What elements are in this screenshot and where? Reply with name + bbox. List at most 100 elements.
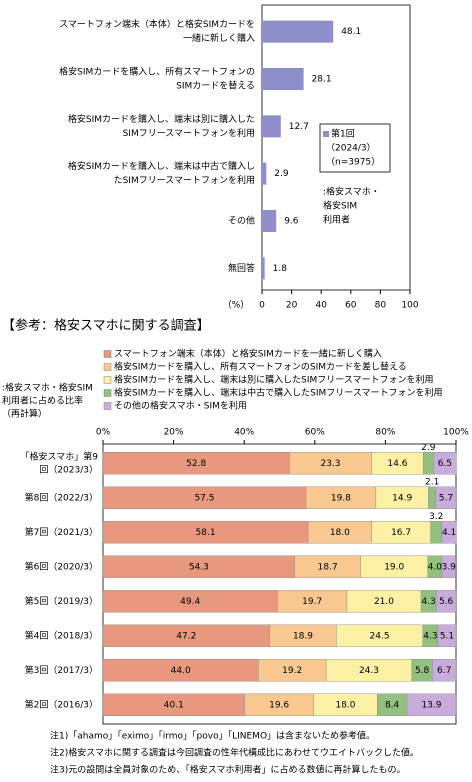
y-tick-label: 格安SIMカードを購入し、所有スマートフォンの — [59, 66, 255, 78]
y-tick-label: 無回答 — [228, 262, 255, 274]
value-label: 18.9 — [293, 631, 313, 641]
value-label: 19.6 — [269, 700, 289, 710]
x-tick-label: 0% — [96, 428, 111, 438]
value-label: 3.2 — [429, 512, 443, 522]
value-label: 44.0 — [171, 666, 191, 676]
y-tick-label: SIMカードを替える — [176, 80, 255, 92]
legend-swatch — [103, 389, 112, 397]
legend-box — [319, 123, 391, 173]
value-label: 2.1 — [425, 477, 439, 487]
value-label: 28.1 — [312, 75, 332, 85]
value-label: 58.1 — [196, 528, 216, 538]
value-label: 54.3 — [189, 562, 209, 572]
y-axis-label: :格安スマホ・格安SIM — [2, 382, 93, 394]
y-tick-label: 第6回（2020/3） — [25, 560, 98, 572]
value-label: 47.2 — [176, 631, 196, 641]
annotation: 格安SIM — [323, 200, 357, 212]
value-label: 19.2 — [282, 666, 302, 676]
bar — [262, 210, 277, 232]
note: 注3)元の設問は全員対象のため、「格安スマホ利用者」に占める数値に再計算したもの… — [50, 764, 405, 776]
y-tick-label: スマートフォン端末（本体）と格安SIMカードを — [59, 18, 255, 30]
value-label: 5.6 — [439, 597, 454, 607]
x-tick-label: 60% — [305, 428, 325, 438]
value-label: 19.8 — [331, 493, 351, 503]
x-axis-label: （%） — [223, 300, 250, 311]
annotation: :格安スマホ・ — [323, 186, 380, 198]
y-axis-label: （再計算） — [2, 408, 47, 420]
value-label: 5.7 — [439, 493, 453, 503]
value-label: 21.0 — [374, 597, 394, 607]
value-label: 6.7 — [437, 666, 451, 676]
y-tick-label: 第5回（2019/3） — [25, 595, 98, 607]
note: 注1)「ahamo」「eximo」「irmo」「povo」「LINEMO」は含ま… — [50, 730, 375, 742]
y-tick-label: 格安SIMカードを購入し、端末は中古で購入し — [68, 160, 255, 172]
value-label: 57.5 — [194, 493, 214, 503]
legend-swatch — [103, 363, 112, 371]
value-label: 4.3 — [421, 597, 435, 607]
x-tick-label: 40 — [315, 301, 327, 311]
legend-label: 格安SIMカードを購入し、端末は中古で購入したSIMフリースマートフォンを利用 — [114, 387, 443, 399]
legend-swatch — [103, 376, 112, 384]
value-label: 9.6 — [284, 217, 299, 227]
x-tick-label: 60 — [345, 301, 357, 311]
value-label: 49.4 — [180, 597, 200, 607]
legend-label: 第1回 — [331, 128, 355, 140]
value-label: 24.3 — [359, 666, 379, 676]
bar-segment — [430, 521, 443, 544]
legend-label: その他の格安スマホ・SIMを利用 — [114, 400, 247, 412]
bar-segment — [433, 452, 457, 475]
legend-swatch — [103, 350, 112, 358]
value-label: 12.7 — [289, 122, 309, 132]
value-label: 1.8 — [273, 264, 288, 274]
value-label: 4.3 — [423, 631, 437, 641]
x-tick-label: 20% — [164, 428, 184, 438]
y-tick-label: 「格安スマホ」第9 — [21, 450, 99, 462]
bar — [262, 20, 334, 43]
bar — [262, 257, 265, 280]
y-axis-label: 利用者に占める比率 — [2, 395, 83, 407]
value-label: 16.7 — [391, 528, 411, 538]
value-label: 19.0 — [384, 562, 404, 572]
bar — [262, 68, 304, 90]
legend-label: スマートフォン端末（本体）と格安SIMカードを一緒に新しく購入 — [114, 348, 382, 360]
bar-segment — [436, 590, 457, 613]
plot-frame — [261, 4, 411, 291]
value-label: 19.7 — [302, 597, 322, 607]
legend-swatch — [323, 131, 329, 137]
bar-segment — [441, 555, 456, 578]
legend-label: 格安SIMカードを購入し、所有スマートフォンのSIMカードを差し替える — [114, 361, 407, 373]
x-tick-label: 100 — [401, 301, 418, 311]
value-label: 4.0 — [428, 562, 443, 572]
x-tick-label: 0 — [259, 301, 265, 311]
y-tick-label: 一緒に新しく購入 — [183, 32, 255, 44]
bar — [262, 115, 281, 138]
y-tick-label: 第2回（2016/3） — [25, 698, 98, 710]
x-tick-label: 20 — [286, 301, 298, 311]
value-label: 8.4 — [385, 700, 400, 710]
annotation: 利用者 — [323, 214, 350, 226]
value-label: 24.5 — [370, 631, 390, 641]
value-label: 2.9 — [421, 443, 436, 453]
x-tick-label: 80 — [375, 301, 387, 311]
y-tick-label: SIMフリースマートフォンを利用 — [123, 127, 255, 139]
value-label: 13.9 — [421, 700, 441, 710]
bar — [262, 162, 267, 185]
y-tick-label: 回（2023/3） — [39, 464, 98, 475]
legend-label: （n=3975） — [326, 157, 380, 168]
bar-segment — [435, 486, 457, 509]
bar-segment — [422, 452, 434, 475]
value-label: 5.1 — [440, 631, 454, 641]
y-tick-label: 格安SIMカードを購入し、端末は別に購入した — [68, 113, 255, 125]
legend-swatch — [103, 402, 112, 410]
section-title: 【参考：格安スマホに関する調査】 — [2, 318, 210, 334]
x-tick-label: 40% — [234, 428, 254, 438]
legend-label: 格安SIMカードを購入し、端末は別に購入したSIMフリースマートフォンを利用 — [114, 374, 434, 386]
value-label: 18.7 — [318, 562, 338, 572]
value-label: 4.1 — [442, 528, 456, 538]
value-label: 14.9 — [392, 493, 412, 503]
y-tick-label: その他 — [228, 215, 255, 227]
y-tick-label: 第4回（2018/3） — [25, 629, 98, 641]
bar-segment — [406, 693, 457, 716]
note: 注2)格安スマホに関する調査は今回調査の性年代構成比にあわせてウエイトバックした… — [50, 747, 419, 759]
